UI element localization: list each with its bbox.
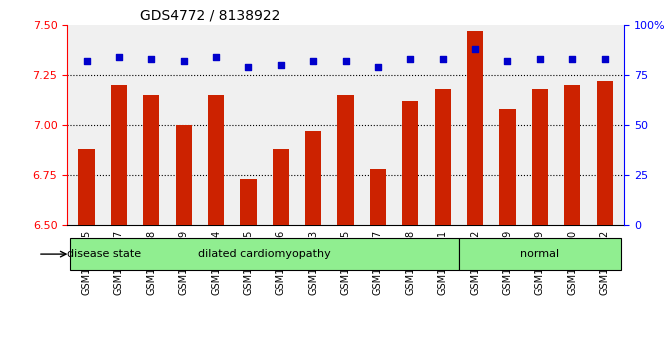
Point: [211, 54, 221, 60]
Text: normal: normal: [520, 249, 560, 259]
Point: [372, 65, 383, 70]
Point: [243, 65, 254, 70]
Bar: [208, 95, 224, 225]
Point: [502, 58, 513, 64]
Bar: [531, 89, 548, 225]
Point: [275, 62, 286, 68]
Bar: [402, 101, 419, 225]
Bar: [597, 81, 613, 225]
Point: [113, 54, 124, 60]
Bar: [305, 131, 321, 225]
Point: [146, 56, 156, 62]
Point: [599, 56, 610, 62]
Point: [567, 56, 578, 62]
Point: [437, 56, 448, 62]
Bar: [370, 169, 386, 225]
Bar: [111, 85, 127, 225]
Bar: [338, 95, 354, 225]
Bar: [240, 179, 256, 225]
Text: dilated cardiomyopathy: dilated cardiomyopathy: [198, 249, 331, 259]
Point: [178, 58, 189, 64]
Point: [470, 46, 480, 52]
Bar: [467, 31, 483, 225]
Bar: [272, 149, 289, 225]
Bar: [499, 109, 515, 225]
Bar: [564, 85, 580, 225]
Point: [535, 56, 546, 62]
FancyBboxPatch shape: [70, 238, 459, 270]
Point: [405, 56, 416, 62]
Bar: [435, 89, 451, 225]
Point: [340, 58, 351, 64]
Point: [81, 58, 92, 64]
Point: [308, 58, 319, 64]
Bar: [143, 95, 160, 225]
Text: GDS4772 / 8138922: GDS4772 / 8138922: [140, 9, 280, 23]
FancyBboxPatch shape: [459, 238, 621, 270]
Bar: [79, 149, 95, 225]
Bar: [176, 125, 192, 225]
Text: disease state: disease state: [67, 249, 141, 259]
